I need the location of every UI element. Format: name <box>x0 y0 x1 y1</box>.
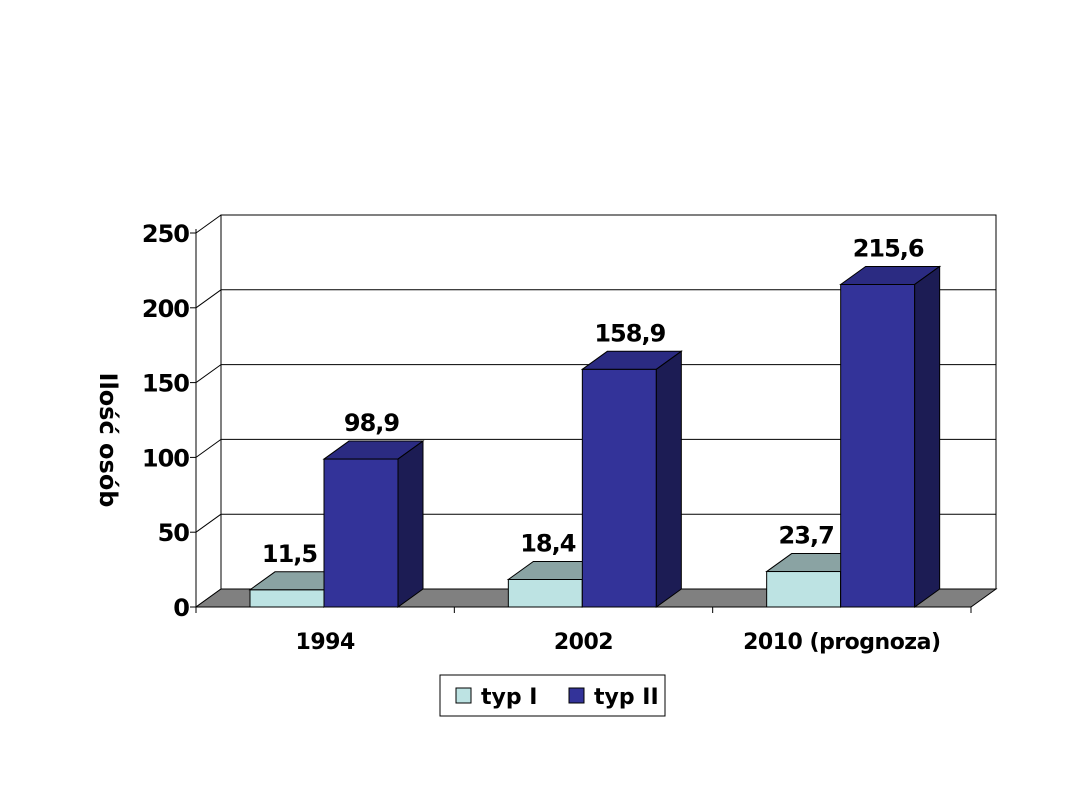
axis-depth-line <box>195 214 222 234</box>
bar-front-face <box>507 578 583 608</box>
axis-depth-line <box>195 289 222 309</box>
legend-swatch <box>568 687 585 704</box>
axis-depth-line <box>195 438 222 458</box>
y-tick-label: 200 <box>142 295 189 323</box>
x-tick-label: 1994 <box>296 630 355 655</box>
data-label: 18,4 <box>520 529 576 557</box>
y-tick-label: 150 <box>142 370 189 398</box>
y-tick-label: 250 <box>142 220 189 248</box>
data-label: 158,9 <box>594 319 665 347</box>
bar-side-face <box>914 265 941 608</box>
bar-typ-ii-0 <box>322 440 425 608</box>
x-tick-label: 2010 (prognoza) <box>743 630 940 655</box>
bar-typ-ii-1 <box>580 350 683 608</box>
legend-label: typ II <box>594 685 659 710</box>
data-label: 11,5 <box>262 540 318 568</box>
axis-depth-line <box>195 513 222 533</box>
y-axis-title: Ilość osób <box>94 373 122 508</box>
legend-item: typ I <box>455 685 537 710</box>
bar-typ-ii-2 <box>839 265 942 608</box>
x-tick-label: 2002 <box>554 630 613 655</box>
axis-depth-line <box>195 364 222 384</box>
legend-item: typ II <box>568 685 659 710</box>
bar-front-face <box>581 368 657 608</box>
bar-side-face <box>397 440 424 608</box>
bar-front-face <box>840 283 916 608</box>
legend-swatch <box>455 687 472 704</box>
bar-front-face <box>323 458 399 608</box>
bar-front-face <box>249 589 325 608</box>
data-label: 98,9 <box>344 409 400 437</box>
bar-side-face <box>655 350 682 608</box>
y-tick-label: 0 <box>173 594 189 622</box>
legend-label: typ I <box>481 685 537 710</box>
bar-front-face <box>766 571 842 608</box>
legend: typ I typ II <box>439 674 666 717</box>
legend-box <box>439 674 666 717</box>
y-tick-label: 50 <box>158 519 190 547</box>
data-label: 23,7 <box>779 522 834 550</box>
y-tick-label: 100 <box>142 444 189 472</box>
data-label: 215,6 <box>853 234 924 262</box>
